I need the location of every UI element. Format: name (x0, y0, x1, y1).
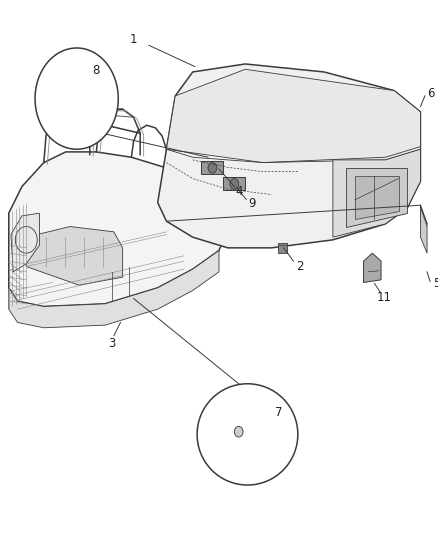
Ellipse shape (197, 384, 298, 485)
Circle shape (208, 163, 217, 173)
Text: 7: 7 (275, 406, 283, 418)
Circle shape (234, 426, 243, 437)
Text: 2: 2 (296, 260, 304, 273)
Polygon shape (333, 149, 420, 237)
Polygon shape (166, 69, 420, 163)
Polygon shape (158, 64, 420, 248)
Circle shape (35, 48, 118, 149)
Circle shape (230, 179, 239, 189)
Text: 9: 9 (248, 197, 256, 210)
Polygon shape (223, 177, 245, 190)
Text: 8: 8 (93, 64, 100, 77)
Polygon shape (364, 253, 381, 282)
Polygon shape (71, 96, 85, 115)
Polygon shape (9, 152, 228, 306)
Polygon shape (201, 161, 223, 174)
Text: 5: 5 (433, 277, 438, 290)
Polygon shape (11, 213, 39, 272)
Text: 11: 11 (377, 291, 392, 304)
Polygon shape (9, 251, 219, 328)
Polygon shape (355, 176, 399, 219)
Text: 6: 6 (427, 87, 434, 100)
Polygon shape (346, 168, 407, 227)
Text: 4: 4 (235, 185, 243, 198)
Polygon shape (420, 205, 427, 253)
Text: 3: 3 (108, 337, 115, 350)
Polygon shape (26, 227, 123, 285)
Polygon shape (278, 243, 287, 253)
Text: 1: 1 (130, 34, 138, 46)
